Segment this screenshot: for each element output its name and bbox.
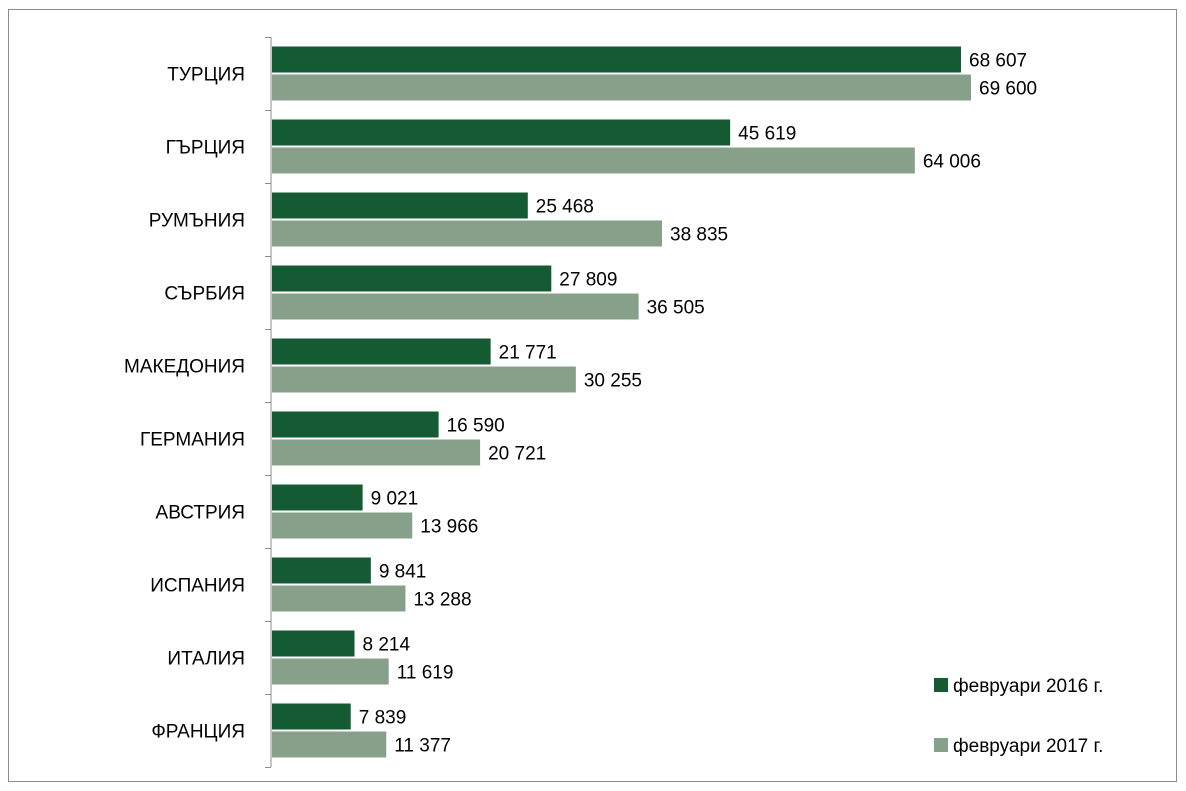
data-label: 11 377: [394, 736, 451, 757]
data-label: 64 006: [923, 152, 981, 173]
category-label: АВСТРИЯ: [156, 503, 245, 524]
bar-2017: [272, 294, 639, 320]
data-label: 30 255: [584, 371, 642, 392]
category-label: ТУРЦИЯ: [167, 65, 245, 86]
bar-2017: [272, 148, 915, 174]
legend-label: февруари 2016 г.: [953, 676, 1103, 697]
bar-2016: [272, 412, 439, 438]
bar-2017: [272, 586, 405, 612]
bar-2017: [272, 221, 662, 247]
axis-layer: [265, 37, 271, 768]
data-label: 13 288: [413, 590, 471, 611]
category-label: МАКЕДОНИЯ: [124, 357, 245, 378]
category-label: СЪРБИЯ: [164, 284, 245, 305]
bar-2016: [272, 339, 491, 365]
data-label: 9 841: [379, 562, 427, 583]
data-label: 25 468: [536, 197, 594, 218]
data-label: 68 607: [969, 51, 1027, 72]
bar-2017: [272, 659, 389, 685]
bar-2016: [272, 193, 528, 219]
data-label: 69 600: [979, 79, 1037, 100]
data-label: 9 021: [371, 489, 419, 510]
bar-2016: [272, 266, 551, 292]
category-label: ГЪРЦИЯ: [166, 138, 245, 159]
bar-2016: [272, 485, 363, 511]
data-label: 21 771: [499, 343, 557, 364]
data-label: 45 619: [738, 124, 796, 145]
data-label: 11 619: [397, 663, 454, 684]
bar-2016: [272, 47, 961, 73]
bar-2017: [272, 513, 412, 539]
data-label: 36 505: [647, 298, 705, 319]
category-label: ИСПАНИЯ: [150, 576, 245, 597]
bar-2016: [272, 631, 354, 657]
bar-2017: [272, 75, 971, 101]
data-label: 8 214: [362, 635, 410, 656]
category-label: РУМЪНИЯ: [149, 211, 245, 232]
bar-2016: [272, 558, 371, 584]
legend-swatch: [934, 738, 948, 752]
legend-swatch: [934, 678, 948, 692]
bar-2017: [272, 732, 386, 758]
category-label: ФРАНЦИЯ: [151, 722, 245, 743]
category-label: ГЕРМАНИЯ: [140, 430, 245, 451]
category-label: ИТАЛИЯ: [167, 649, 245, 670]
bar-2017: [272, 367, 576, 393]
bar-2017: [272, 440, 480, 466]
legend-label: февруари 2017 г.: [953, 736, 1103, 757]
data-label: 13 966: [420, 517, 478, 538]
bar-2016: [272, 120, 730, 146]
data-label: 16 590: [447, 416, 505, 437]
bar-2016: [272, 704, 351, 730]
data-label: 20 721: [488, 444, 546, 465]
data-label: 27 809: [559, 270, 617, 291]
legend: февруари 2016 г. февруари 2017 г.: [934, 676, 1103, 757]
data-label: 38 835: [670, 225, 728, 246]
data-label: 7 839: [359, 708, 407, 729]
